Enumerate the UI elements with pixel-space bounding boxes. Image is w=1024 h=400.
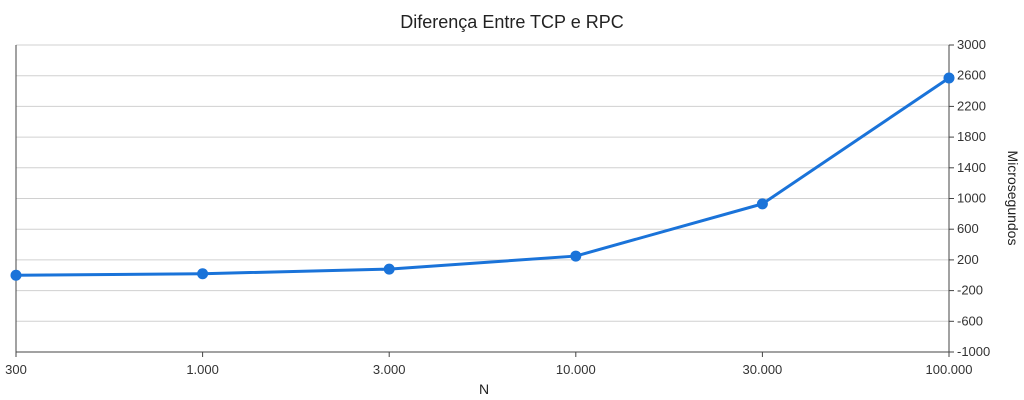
y-tick-label: -1000 xyxy=(957,344,990,359)
x-tick-label: 3.000 xyxy=(373,362,406,377)
x-tick-label: 300 xyxy=(5,362,27,377)
data-point xyxy=(756,198,768,210)
series-line xyxy=(15,76,950,277)
y-tick-label: 600 xyxy=(957,221,979,236)
y-tick-label: 1000 xyxy=(957,191,986,206)
y-tick-label: 3000 xyxy=(957,37,986,52)
x-tick-label: 1.000 xyxy=(186,362,219,377)
y-tick-label: 2600 xyxy=(957,68,986,83)
gridlines xyxy=(15,44,950,353)
y-tick-label: 2200 xyxy=(957,98,986,113)
x-tick-labels: 300 1.000 3.000 10.000 30.000 100.000 xyxy=(5,352,973,377)
data-point xyxy=(10,269,22,281)
x-tick-label: 100.000 xyxy=(926,362,973,377)
y-tick-label: 1800 xyxy=(957,129,986,144)
data-point xyxy=(943,72,955,84)
y-axis-label: Microsegundos xyxy=(1005,151,1021,246)
x-tick-label: 30.000 xyxy=(743,362,783,377)
data-point xyxy=(197,268,209,280)
chart-title: Diferença Entre TCP e RPC xyxy=(400,12,623,32)
y-tick-label: 200 xyxy=(957,252,979,267)
y-tick-labels: 3000 2600 2200 1800 1400 1000 600 200 -200 -600 -1… xyxy=(949,37,990,359)
data-point xyxy=(570,250,582,262)
y-tick-label: -600 xyxy=(957,313,983,328)
x-axis-label: N xyxy=(479,381,489,397)
data-point xyxy=(383,263,395,275)
x-tick-label: 10.000 xyxy=(556,362,596,377)
y-tick-label: -200 xyxy=(957,283,983,298)
series-layer xyxy=(10,72,955,281)
y-tick-label: 1400 xyxy=(957,160,986,175)
